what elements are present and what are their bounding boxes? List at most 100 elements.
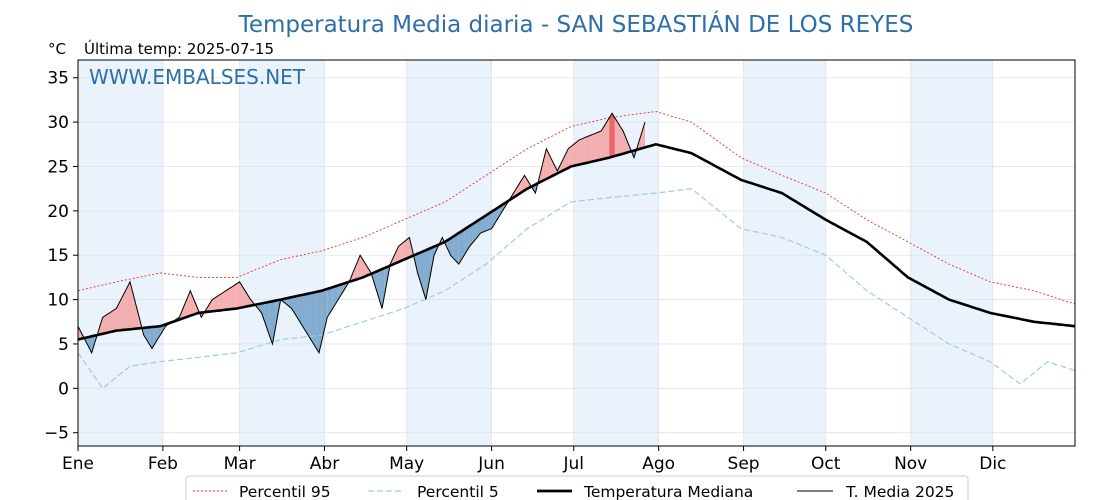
below-median-fill [261, 302, 265, 321]
x-tick-label: Ago [642, 454, 675, 474]
above-median-fill [209, 299, 213, 312]
above-median-fill [121, 292, 125, 331]
below-median-fill [275, 300, 278, 330]
p95-line [77, 111, 1076, 305]
y-tick-label: 0 [58, 379, 69, 399]
y-tick-label: −5 [44, 424, 69, 444]
above-median-fill [398, 244, 402, 262]
above-median-fill [360, 255, 363, 279]
below-median-fill [373, 271, 377, 291]
plot-frame [77, 59, 1076, 447]
x-tick-label: Dic [979, 454, 1006, 474]
chart-title: Temperatura Media diaria - SAN SEBASTIÁN… [238, 10, 914, 38]
legend-p95-label: Percentil 95 [239, 483, 331, 500]
below-median-fill [305, 293, 309, 336]
above-median-fill [551, 159, 555, 177]
above-median-fill [225, 288, 229, 310]
above-median-fill [105, 313, 109, 334]
below-median-fill [294, 296, 298, 318]
below-median-fill [458, 231, 462, 265]
above-median-fill [127, 281, 130, 330]
below-median-fill [464, 227, 467, 256]
below-median-fill [152, 326, 155, 349]
above-median-fill [113, 308, 117, 332]
below-median-fill [143, 327, 147, 340]
above-median-fill [217, 294, 221, 311]
below-median-fill [420, 251, 424, 291]
above-median-fill [568, 146, 571, 168]
below-median-fill [335, 285, 339, 304]
below-median-fill [332, 286, 336, 309]
below-median-fill [456, 233, 459, 265]
above-median-fill [595, 132, 599, 161]
above-median-fill [543, 148, 547, 181]
above-median-fill [116, 303, 120, 331]
above-median-fill [625, 137, 629, 153]
above-median-fill [614, 117, 618, 156]
below-median-fill [453, 234, 456, 262]
above-median-fill [215, 296, 218, 311]
above-median-fill [598, 131, 602, 161]
month-band [239, 60, 325, 446]
below-median-fill [486, 213, 489, 231]
above-median-fill [406, 237, 410, 259]
below-median-fill [327, 288, 330, 318]
above-median-fill [220, 292, 224, 311]
legend-median-label: Temperatura Mediana [583, 483, 753, 500]
y-tick-label: 10 [47, 291, 69, 311]
below-median-fill [149, 327, 152, 349]
below-median-fill [379, 269, 382, 309]
above-median-fill [236, 281, 240, 309]
x-tick-label: Abr [310, 454, 339, 474]
below-median-fill [302, 294, 306, 331]
above-median-fill [231, 285, 235, 310]
above-median-fill [573, 142, 577, 166]
above-median-fill [642, 122, 645, 149]
y-tick-label: 35 [47, 69, 69, 89]
legend-current-label: T. Media 2025 [845, 483, 954, 500]
above-median-fill [403, 239, 407, 260]
x-tick-label: Oct [811, 454, 841, 474]
above-median-fill [395, 246, 399, 264]
y-unit-label: °C [48, 40, 66, 58]
below-median-fill [384, 266, 388, 294]
x-tick-label: Jun [477, 454, 505, 474]
above-median-fill [546, 148, 550, 179]
below-median-fill [267, 301, 270, 337]
x-tick-label: Nov [894, 454, 927, 474]
plot-area: −5 0 5 10 15 20 25 30 35 Ene Feb Mar Abr May Jun Jul Ago… [44, 59, 1076, 474]
x-tick-label: Jul [563, 454, 585, 474]
above-median-fill [242, 286, 246, 308]
above-median-fill [590, 134, 593, 162]
above-median-fill [362, 259, 366, 278]
above-median-fill [78, 326, 81, 340]
above-median-fill [99, 317, 103, 335]
below-median-fill [154, 326, 158, 344]
above-median-fill [620, 126, 624, 155]
above-median-fill [612, 113, 615, 157]
above-median-fill [102, 315, 106, 334]
above-median-fill [560, 159, 563, 172]
below-median-fill [299, 294, 303, 327]
below-median-fill [321, 289, 325, 341]
above-median-fill [119, 297, 122, 331]
below-median-fill [310, 292, 314, 344]
below-median-fill [258, 303, 262, 313]
below-median-fill [447, 238, 451, 256]
below-median-fill [475, 220, 478, 240]
y-tick-label: 30 [47, 113, 69, 133]
month-band [78, 60, 163, 446]
below-median-fill [423, 250, 426, 300]
below-median-fill [330, 287, 333, 313]
below-median-fill [308, 293, 311, 340]
above-median-fill [516, 184, 519, 196]
watermark: WWW.EMBALSES.NET [89, 65, 306, 89]
legend-p5-label: Percentil 5 [417, 483, 499, 500]
last-temp-label: Última temp: 2025-07-15 [84, 39, 274, 58]
above-median-fill [228, 287, 232, 310]
above-median-fill [609, 113, 613, 158]
above-median-fill [247, 295, 251, 307]
below-median-fill [340, 283, 344, 296]
below-median-fill [461, 229, 465, 260]
